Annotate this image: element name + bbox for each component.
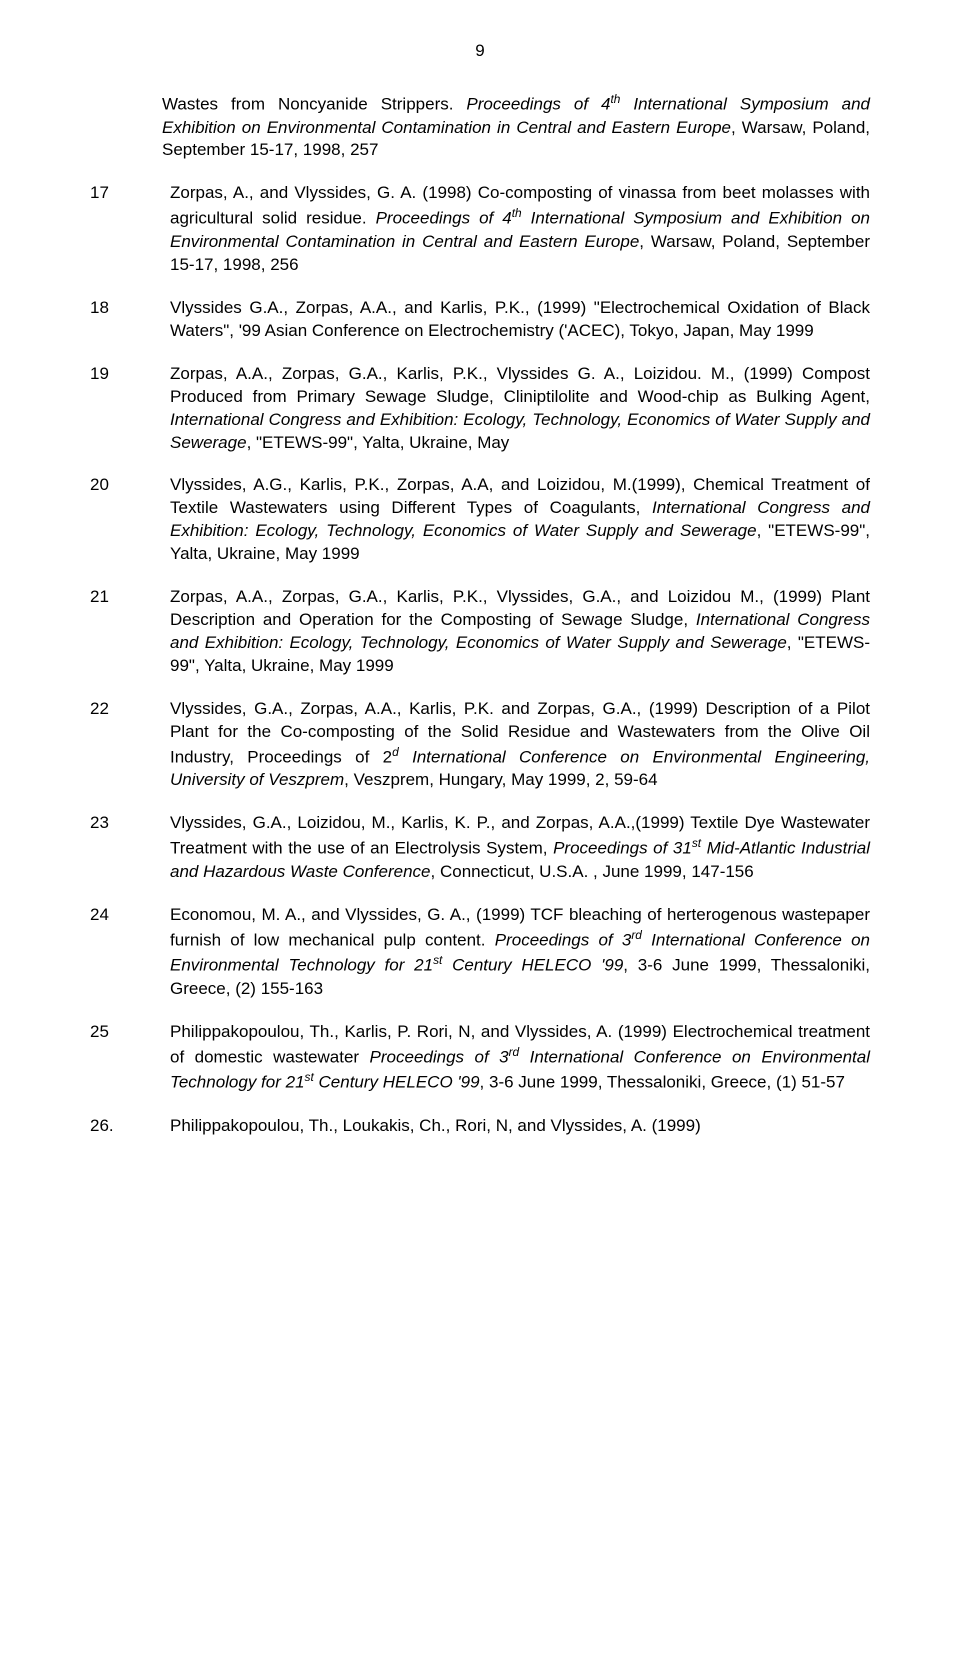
reference-number: 23 (90, 812, 170, 883)
reference-number: 25 (90, 1021, 170, 1095)
reference-entry: 26.Philippakopoulou, Th., Loukakis, Ch.,… (90, 1115, 870, 1138)
reference-text: Vlyssides, G.A., Loizidou, M., Karlis, K… (170, 812, 870, 883)
reference-number: 18 (90, 297, 170, 343)
reference-text: Economou, M. A., and Vlyssides, G. A., (… (170, 904, 870, 1001)
reference-text: Zorpas, A., and Vlyssides, G. A. (1998) … (170, 182, 870, 276)
reference-entry: 23Vlyssides, G.A., Loizidou, M., Karlis,… (90, 812, 870, 883)
reference-entry: 24Economou, M. A., and Vlyssides, G. A.,… (90, 904, 870, 1001)
reference-entry: 25Philippakopoulou, Th., Karlis, P. Rori… (90, 1021, 870, 1095)
reference-text: Vlyssides G.A., Zorpas, A.A., and Karlis… (170, 297, 870, 343)
reference-entry: 17Zorpas, A., and Vlyssides, G. A. (1998… (90, 182, 870, 276)
reference-number: 24 (90, 904, 170, 1001)
reference-text: Vlyssides, G.A., Zorpas, A.A., Karlis, P… (170, 698, 870, 792)
reference-number: 21 (90, 586, 170, 678)
reference-text: Zorpas, A.A., Zorpas, G.A., Karlis, P.K.… (170, 363, 870, 455)
reference-text: Philippakopoulou, Th., Loukakis, Ch., Ro… (170, 1115, 870, 1138)
reference-number: 26. (90, 1115, 170, 1138)
reference-entry: 20Vlyssides, A.G., Karlis, P.K., Zorpas,… (90, 474, 870, 566)
continuation-text: Wastes from Noncyanide Strippers. Procee… (90, 91, 870, 162)
reference-number: 17 (90, 182, 170, 276)
reference-entry: 22Vlyssides, G.A., Zorpas, A.A., Karlis,… (90, 698, 870, 792)
reference-number: 19 (90, 363, 170, 455)
reference-text: Zorpas, A.A., Zorpas, G.A., Karlis, P.K.… (170, 586, 870, 678)
reference-entry: 18Vlyssides G.A., Zorpas, A.A., and Karl… (90, 297, 870, 343)
document-page: 9 Wastes from Noncyanide Strippers. Proc… (0, 0, 960, 1669)
reference-number: 20 (90, 474, 170, 566)
page-number: 9 (90, 40, 870, 63)
reference-text: Philippakopoulou, Th., Karlis, P. Rori, … (170, 1021, 870, 1095)
reference-number: 22 (90, 698, 170, 792)
reference-text: Vlyssides, A.G., Karlis, P.K., Zorpas, A… (170, 474, 870, 566)
reference-list: 17Zorpas, A., and Vlyssides, G. A. (1998… (90, 182, 870, 1138)
reference-entry: 19Zorpas, A.A., Zorpas, G.A., Karlis, P.… (90, 363, 870, 455)
reference-entry: 21Zorpas, A.A., Zorpas, G.A., Karlis, P.… (90, 586, 870, 678)
